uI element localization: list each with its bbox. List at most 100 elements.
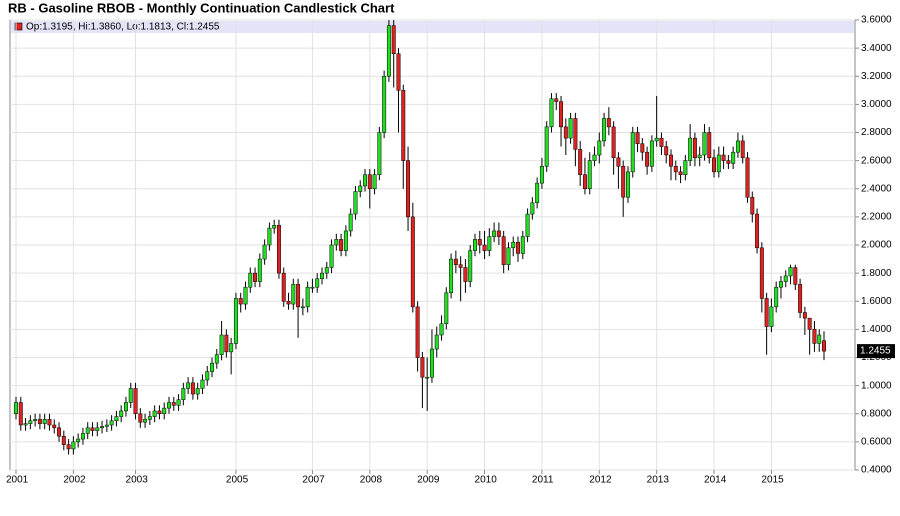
candle-body bbox=[755, 213, 760, 249]
x-tick-label: 2010 bbox=[475, 475, 498, 486]
candle-body bbox=[238, 298, 243, 305]
candle-body bbox=[506, 247, 511, 265]
candle-body bbox=[554, 98, 559, 102]
candle-body bbox=[128, 388, 133, 403]
candle-body bbox=[496, 230, 501, 237]
y-tick-label: 2.8000 bbox=[861, 127, 892, 138]
candle-body bbox=[798, 284, 803, 313]
candle-body bbox=[817, 334, 822, 344]
candle-body bbox=[774, 286, 779, 308]
candle-body bbox=[458, 264, 463, 268]
x-tick-label: 2012 bbox=[589, 475, 612, 486]
candle-body bbox=[468, 250, 473, 282]
candle-body bbox=[100, 426, 105, 429]
last-price-box bbox=[857, 344, 895, 359]
candle-body bbox=[783, 275, 788, 282]
candle-body bbox=[673, 166, 678, 173]
candle-body bbox=[449, 258, 454, 294]
candle-body bbox=[329, 244, 334, 268]
candle-body bbox=[434, 334, 439, 350]
candle-body bbox=[52, 424, 57, 429]
candle-body bbox=[535, 182, 540, 204]
candle-body bbox=[812, 329, 817, 344]
candle-body bbox=[367, 174, 372, 189]
candle-body bbox=[425, 376, 430, 379]
legend-text: Op:1.3195, Hi:1.3860, Lo:1.1813, Cl:1.24… bbox=[26, 22, 220, 33]
candle-body bbox=[162, 407, 167, 414]
candle-body bbox=[186, 382, 191, 389]
candle-body bbox=[157, 410, 162, 414]
candle-body bbox=[626, 171, 630, 198]
candle-body bbox=[516, 241, 520, 254]
candle-body bbox=[410, 216, 415, 308]
candle-body bbox=[559, 101, 564, 128]
candle-body bbox=[683, 160, 688, 175]
candle-body bbox=[530, 202, 535, 215]
candle-body bbox=[764, 298, 769, 327]
candle-body bbox=[152, 410, 157, 417]
candle-body bbox=[85, 427, 90, 434]
candle-body bbox=[104, 424, 109, 427]
candle-body bbox=[745, 157, 750, 198]
candle-body bbox=[14, 402, 18, 414]
candle-body bbox=[123, 402, 128, 412]
candle-body bbox=[439, 323, 444, 336]
candle-body bbox=[712, 157, 717, 173]
candle-body bbox=[635, 132, 640, 144]
candle-body bbox=[300, 306, 305, 309]
candle-body bbox=[224, 334, 229, 353]
candle-body bbox=[477, 239, 482, 246]
candle-body bbox=[802, 312, 807, 319]
candle-body bbox=[324, 267, 329, 274]
y-tick-label: 3.4000 bbox=[861, 43, 892, 54]
candle-body bbox=[444, 292, 449, 324]
y-tick-label: 0.8000 bbox=[861, 408, 892, 419]
x-tick-label: 2015 bbox=[761, 475, 784, 486]
candle-body bbox=[320, 272, 324, 279]
candle-body bbox=[23, 423, 28, 426]
candle-body bbox=[267, 227, 272, 246]
y-tick-label: 1.4000 bbox=[861, 324, 892, 335]
candle-body bbox=[406, 160, 411, 218]
y-tick-label: 2.4000 bbox=[861, 183, 892, 194]
candle-body bbox=[171, 402, 176, 406]
candle-body bbox=[429, 348, 434, 378]
candle-body bbox=[463, 267, 468, 282]
candle-body bbox=[66, 444, 71, 450]
candle-body bbox=[167, 402, 171, 409]
candle-body bbox=[415, 306, 420, 358]
y-tick-label: 2.6000 bbox=[861, 155, 892, 166]
candle-body bbox=[759, 247, 764, 299]
x-tick-label: 2008 bbox=[360, 475, 383, 486]
candle-body bbox=[788, 267, 793, 277]
candle-body bbox=[391, 25, 396, 54]
candles bbox=[14, 20, 826, 455]
candle-body bbox=[492, 230, 497, 237]
candle-body bbox=[692, 137, 697, 159]
candle-body bbox=[726, 160, 731, 164]
candle-body bbox=[109, 420, 114, 426]
candle-body bbox=[219, 334, 224, 355]
candle-body bbox=[310, 286, 315, 289]
candle-body bbox=[281, 272, 286, 302]
x-tick-label: 2001 bbox=[6, 475, 29, 486]
x-tick-label: 2013 bbox=[647, 475, 670, 486]
candle-body bbox=[95, 427, 100, 431]
candle-body bbox=[659, 137, 664, 147]
candle-body bbox=[296, 284, 301, 308]
candle-body bbox=[210, 362, 214, 372]
candle-body bbox=[793, 267, 798, 285]
candle-body bbox=[640, 143, 645, 153]
candle-body bbox=[138, 413, 143, 423]
candle-body bbox=[42, 419, 47, 424]
candle-body bbox=[654, 137, 659, 142]
candle-body bbox=[18, 402, 23, 426]
x-tick-label: 2011 bbox=[532, 475, 554, 486]
candle-body bbox=[697, 154, 702, 159]
candle-body bbox=[473, 239, 477, 251]
candle-body bbox=[822, 340, 826, 352]
candle-body bbox=[61, 436, 66, 445]
candle-body bbox=[769, 306, 774, 327]
candle-body bbox=[358, 185, 363, 192]
candle-body bbox=[611, 126, 616, 159]
